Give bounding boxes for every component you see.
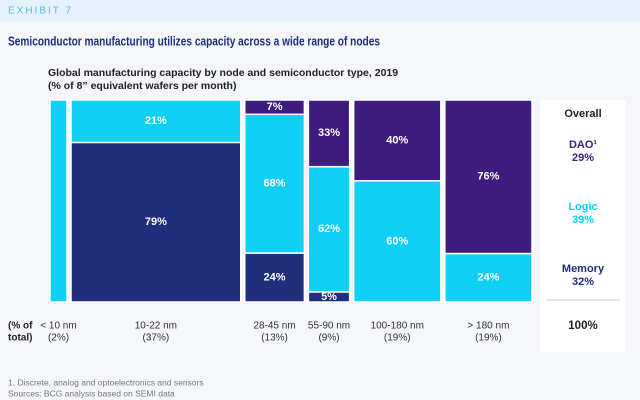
data-label: 5%: [321, 291, 337, 303]
data-label: 21%: [145, 115, 167, 127]
exhibit-label: EXHIBIT 7: [8, 6, 73, 17]
segment: [243, 113, 306, 254]
chart-title: Global manufacturing capacity by node an…: [48, 67, 398, 79]
data-label: 33%: [318, 127, 340, 139]
segment: [352, 99, 442, 182]
segment: [307, 165, 351, 293]
axis-label: (% of: [8, 321, 33, 332]
x-tick-label: 55-90 nm: [308, 321, 350, 332]
overall-value: 39%: [572, 214, 594, 226]
data-label: 79%: [145, 216, 167, 228]
segment: [307, 99, 351, 168]
segment: [444, 99, 533, 255]
data-label: 7%: [267, 101, 283, 113]
segment: [70, 141, 242, 303]
width-label: (37%): [143, 333, 170, 344]
legend-name: Logic: [568, 201, 597, 213]
overall-panel: [540, 100, 626, 352]
segment: [352, 180, 442, 303]
data-label: 40%: [386, 134, 408, 146]
overall-value: 32%: [572, 276, 594, 288]
data-label: 76%: [477, 171, 499, 183]
legend-name: DAO¹: [569, 139, 597, 151]
x-tick-label: > 180 nm: [467, 321, 509, 332]
data-label: 24%: [477, 272, 499, 284]
headline: Semiconductor manufacturing utilizes cap…: [8, 33, 380, 48]
data-label: 24%: [264, 271, 286, 283]
width-label: (19%): [384, 333, 411, 344]
overall-total: 100%: [568, 320, 597, 332]
overall-value: 29%: [572, 152, 594, 164]
axis-label: total): [8, 333, 32, 344]
legend-name: Memory: [562, 263, 605, 275]
overall-title: Overall: [564, 108, 601, 120]
x-tick-label: < 10 nm: [40, 321, 76, 332]
data-label: 62%: [318, 223, 340, 235]
source: Sources: BCG analysis based on SEMI data: [8, 388, 175, 398]
chart-subtitle: (% of 8” equivalent wafers per month): [48, 80, 236, 92]
x-tick-label: 10-22 nm: [135, 321, 177, 332]
segment: [70, 99, 242, 144]
footnote: 1. Discrete, analog and optoelectronics …: [8, 377, 204, 387]
width-label: (13%): [261, 333, 288, 344]
width-label: (19%): [475, 333, 502, 344]
segment: [243, 99, 306, 116]
x-tick-label: 100-180 nm: [371, 321, 424, 332]
segment: [444, 252, 533, 303]
data-label: 60%: [386, 235, 408, 247]
width-label: (9%): [318, 333, 339, 344]
width-label: (2%): [48, 333, 69, 344]
segment: [49, 99, 68, 303]
data-label: 68%: [264, 178, 286, 190]
exhibit-band: [0, 0, 640, 22]
x-tick-label: 28-45 nm: [253, 321, 295, 332]
